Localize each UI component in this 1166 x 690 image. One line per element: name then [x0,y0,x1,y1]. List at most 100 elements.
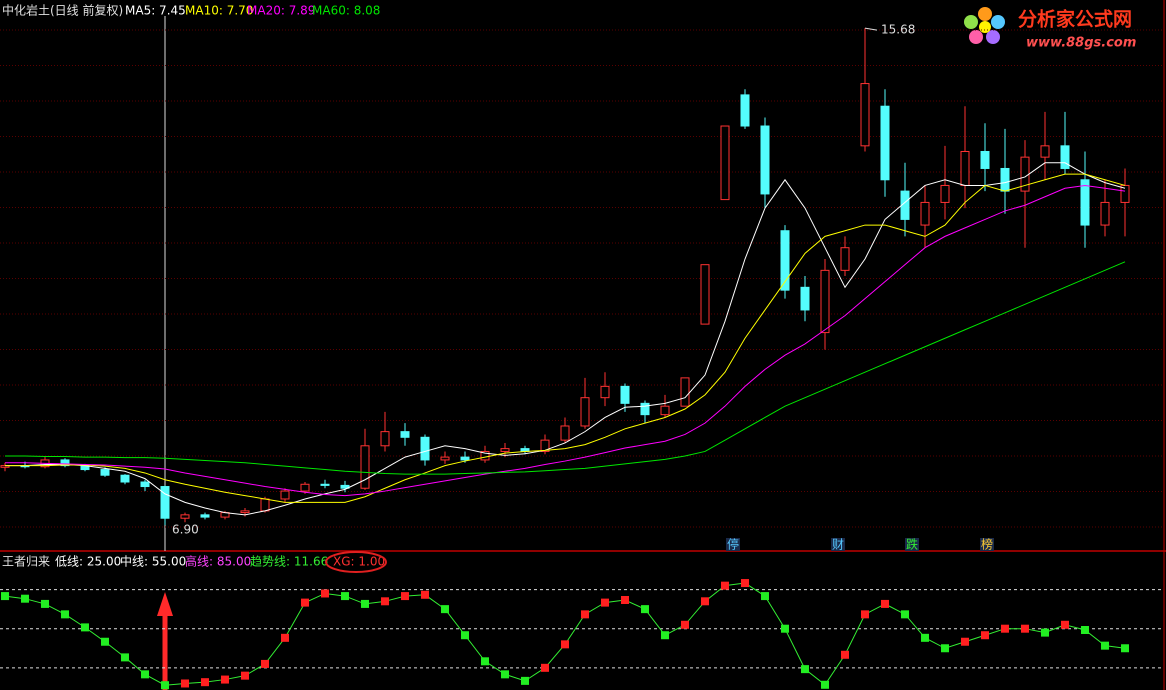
indicator-marker [321,589,329,598]
candle-body [1040,145,1050,158]
ma-line [5,162,1126,516]
indicator-marker [981,631,989,640]
logo: 分析家公式网 www.88gs.com [964,7,1136,51]
legend-entry: MA10: 7.70 [185,4,253,18]
indicator-marker [81,623,89,632]
candle-body [600,385,610,399]
ma-line [5,261,1126,475]
indicator-marker [281,633,289,642]
candle-body [380,431,390,447]
indicator-marker [961,637,969,646]
indicator-marker [181,679,189,688]
indicator-marker [821,680,829,689]
candle-body [360,445,370,489]
candle-body [640,402,650,416]
candle-body [720,125,730,201]
indicator-marker [621,596,629,604]
candle-body [700,264,710,325]
series-label: 趋势线: 11.66 [250,555,328,569]
candle-body [160,486,170,519]
indicator-marker [381,597,389,606]
event-marker: 财 [832,538,844,552]
candle-body [780,230,790,291]
indicator-marker [1061,620,1069,629]
indicator-marker [941,644,949,653]
candle-body [60,459,70,467]
candle-body [660,405,670,416]
indicator-marker [541,663,549,672]
indicator-marker [201,678,209,687]
candle-body [540,439,550,452]
indicator-marker [1001,624,1009,633]
indicator-marker [921,633,929,642]
indicator-marker [481,657,489,666]
candle-body [500,448,510,452]
indicator-marker [421,590,429,599]
indicator-title: 王者归来 [2,555,50,569]
max-label: 15.68 [881,23,915,37]
candle-body [760,125,770,195]
candle-body [460,456,470,461]
event-marker-bg [980,538,994,551]
candle-body [680,377,690,407]
indicator-marker [121,653,129,662]
candle-body [620,385,630,404]
stock-title: 中化岩土(日线 前复权) [2,3,123,18]
candle-body [480,450,490,461]
logo-url: www.88gs.com [1026,36,1136,51]
ma-line [5,184,1126,497]
candle-body [880,105,890,181]
indicator-marker [461,631,469,640]
ma-line [5,173,1126,503]
indicator-marker [561,640,569,649]
indicator-marker [881,599,889,608]
indicator-marker [601,598,609,607]
candle-body [400,431,410,438]
candle-body [580,397,590,427]
reference-label: 高线: 85.00 [185,554,251,569]
candle-body [200,514,210,518]
candle-body [140,481,150,488]
candle-body [920,201,930,226]
indicator-marker [1121,644,1129,653]
reference-label: 中线: 55.00 [120,554,186,569]
indicator-marker [841,650,849,659]
candle-body [740,94,750,127]
candle-body [180,514,190,519]
indicator-marker [161,681,169,690]
candle-body [340,484,350,489]
indicator-marker [521,676,529,685]
indicator-marker [21,594,29,603]
indicator-marker [241,671,249,680]
indicator-marker [1,592,9,601]
indicator-marker [761,592,769,601]
candle-body [420,436,430,461]
candle-body [240,510,250,514]
indicator-marker [261,659,269,668]
indicator-marker [441,605,449,614]
event-marker-bg [831,538,845,551]
indicator-marker [901,610,909,619]
indicator-marker [101,637,109,646]
candle-body [860,83,870,147]
indicator-marker [361,599,369,608]
candle-body [980,150,990,169]
candle-body [560,425,570,441]
indicator-marker [1021,624,1029,633]
candle-body [1100,201,1110,226]
indicator-marker [681,620,689,629]
signal-highlight [325,551,387,573]
indicator-marker [501,670,509,679]
indicator-marker [1101,641,1109,650]
event-marker-bg [726,538,740,551]
indicator-marker [141,670,149,679]
candle-body [820,269,830,334]
logo-title: 分析家公式网 [1018,8,1132,31]
max-pointer [864,27,878,31]
legend-entry: MA60: 8.08 [312,4,380,18]
indicator-marker [221,675,229,684]
candle-body [960,150,970,186]
candle-body [320,483,330,486]
reference-label: 低线: 25.00 [55,555,121,569]
